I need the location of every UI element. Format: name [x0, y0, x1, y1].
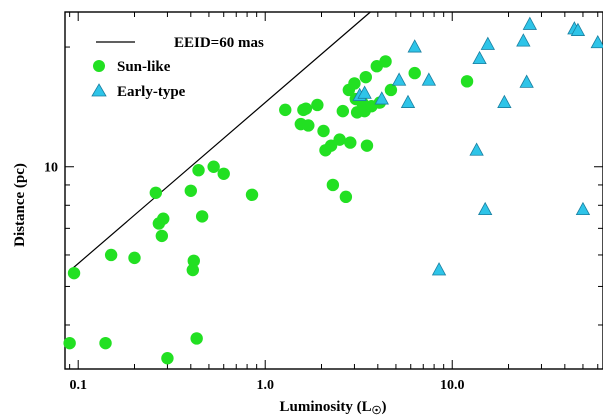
legend-label-eeid: EEID=60 mas [174, 35, 264, 51]
sun-symbol: ☉ [372, 405, 382, 415]
sun-like-point [279, 103, 292, 117]
sun-like-point [299, 102, 313, 115]
sun-like-point [333, 133, 346, 146]
early-type-point [472, 50, 487, 65]
legend: EEID=60 mas Sun-like Early-type [91, 35, 264, 100]
early-type-point [400, 94, 416, 108]
sun-like-point [311, 98, 324, 112]
sun-like-point [157, 212, 170, 225]
plot-frame [64, 11, 603, 370]
early-type-point [431, 262, 447, 276]
legend-triangle-swatch [91, 83, 107, 97]
sun-like-point [67, 266, 81, 280]
sun-like-point [128, 251, 141, 265]
early-type-point [477, 201, 493, 216]
sun-like-point [99, 336, 112, 350]
sun-like-point [317, 124, 330, 138]
sun-like-point [339, 190, 353, 204]
tick-labels: 0.1 1.0 10.0 10 [44, 161, 464, 393]
early-type-point [469, 142, 484, 156]
sun-like-point [187, 254, 200, 268]
data-points [63, 16, 603, 365]
y-axis-title: Distance (pc) [12, 163, 28, 247]
eeid-line-layer [71, 11, 371, 270]
sun-like-point [207, 160, 220, 173]
y-tick-label: 10 [44, 161, 58, 176]
sun-like-point [460, 75, 474, 88]
sun-like-point [190, 332, 203, 345]
early-type-point [590, 34, 603, 49]
sun-like-point [245, 188, 259, 202]
sun-like-point [192, 164, 205, 177]
sun-like-point [359, 70, 372, 84]
sun-like-point [63, 336, 76, 350]
early-type-point [374, 91, 389, 105]
sun-like-point [379, 55, 392, 68]
sun-like-point [155, 229, 169, 243]
early-type-point [407, 39, 422, 53]
sun-like-point [384, 83, 398, 97]
early-type-point [421, 72, 437, 86]
sun-like-point [217, 167, 230, 180]
early-type-point [480, 36, 495, 50]
axis-ticks [65, 12, 603, 369]
x-axis-title: Luminosity (L☉) [280, 399, 387, 415]
early-type-point [522, 16, 538, 30]
sun-like-point [104, 248, 118, 262]
sun-like-point [344, 136, 357, 149]
sun-like-point [360, 139, 374, 152]
legend-circle-swatch [93, 60, 105, 72]
legend-label-sun-like: Sun-like [117, 59, 171, 75]
early-type-point [391, 72, 407, 86]
early-type-point [519, 74, 534, 88]
early-type-point [516, 33, 531, 47]
early-type-point [575, 201, 591, 216]
early-type-point [357, 85, 372, 99]
sun-like-point [408, 66, 421, 80]
early-type-point [570, 22, 586, 36]
sun-like-point [336, 104, 350, 118]
sun-like-point [302, 119, 315, 132]
legend-label-early-type: Early-type [117, 84, 186, 100]
sun-like-point [326, 178, 340, 192]
x-tick-label: 1.0 [256, 378, 274, 393]
early-type-point [497, 94, 512, 108]
sun-like-point [348, 77, 361, 90]
x-tick-label: 10.0 [440, 378, 465, 393]
eeid-line [71, 11, 371, 270]
x-tick-label: 0.1 [69, 378, 87, 393]
sun-like-point [184, 184, 197, 197]
sun-like-point [149, 186, 163, 199]
sun-like-point [161, 352, 174, 365]
sun-like-point [186, 263, 200, 277]
sun-like-point [195, 210, 209, 223]
